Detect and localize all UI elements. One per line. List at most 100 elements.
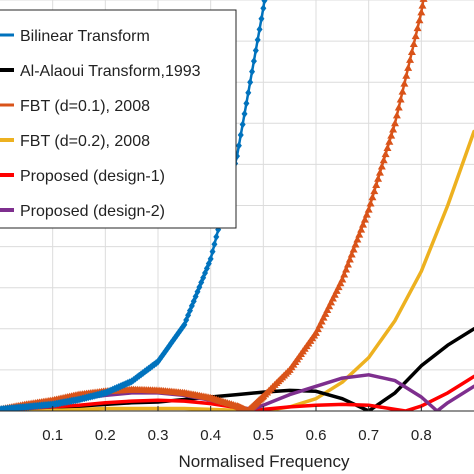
data-point-marker (396, 95, 405, 103)
data-point-marker (252, 46, 259, 55)
data-point-marker (312, 328, 320, 336)
data-point-marker (315, 321, 324, 329)
data-point-marker (418, 1, 427, 9)
legend-item: Bilinear Transform (0, 28, 150, 45)
data-point-marker (389, 125, 398, 133)
legend-label: Proposed (design-2) (20, 203, 165, 220)
data-point-marker (245, 88, 252, 97)
data-point-marker (250, 57, 257, 66)
data-point-marker (415, 16, 424, 24)
data-point-marker (417, 8, 426, 16)
data-point-marker (355, 230, 364, 238)
data-point-marker (391, 119, 399, 127)
x-tick-label: 0.3 (148, 427, 169, 444)
data-point-marker (387, 131, 396, 139)
data-point-marker (347, 250, 356, 258)
legend-box (0, 9, 237, 229)
data-point-marker (406, 55, 415, 63)
legend: Bilinear Transform Al-Alaoui Transform,19… (0, 9, 237, 229)
data-point-marker (343, 260, 352, 268)
series-line (0, 374, 474, 411)
data-point-marker (342, 265, 351, 273)
data-point-marker (254, 35, 261, 44)
series-5 (0, 374, 474, 411)
x-tick-label: 0.1 (42, 427, 63, 444)
data-point-marker (256, 25, 263, 34)
x-tick-label: 0.7 (358, 427, 379, 444)
data-point-marker (413, 24, 422, 32)
data-point-marker (247, 78, 254, 87)
legend-label: FBT (d=0.2), 2008 (20, 133, 150, 150)
data-point-marker (357, 225, 366, 233)
data-point-marker (317, 317, 326, 325)
data-point-marker (325, 302, 334, 310)
data-point-marker (374, 174, 383, 182)
data-point-marker (409, 40, 418, 48)
x-tick-label: 0.5 (253, 427, 274, 444)
data-point-marker (398, 87, 407, 95)
data-point-marker (411, 32, 420, 40)
data-point-marker (338, 275, 347, 283)
legend-label: Proposed (design-1) (20, 168, 165, 185)
data-point-marker (366, 199, 375, 207)
data-point-marker (330, 290, 339, 298)
data-point-marker (319, 313, 328, 321)
data-point-marker (383, 143, 392, 151)
data-point-marker (364, 205, 373, 213)
data-point-marker (327, 298, 336, 306)
data-point-marker (332, 286, 341, 294)
data-point-marker (404, 63, 413, 71)
series-1 (0, 0, 268, 411)
data-point-marker (400, 79, 409, 87)
data-point-marker (377, 162, 386, 170)
data-point-marker (394, 103, 403, 111)
data-point-marker (349, 245, 358, 253)
legend-label: Al-Alaoui Transform,1993 (20, 63, 201, 80)
legend-item: Proposed (design-2) (0, 203, 165, 220)
data-point-marker (243, 99, 250, 108)
data-point-marker (375, 168, 384, 176)
data-point-marker (207, 254, 214, 263)
data-point-marker (359, 220, 368, 228)
data-point-marker (392, 111, 401, 119)
data-point-marker (402, 71, 411, 79)
data-point-marker (407, 47, 416, 55)
series-3 (0, 0, 428, 411)
data-point-marker (321, 309, 330, 317)
data-point-marker (381, 150, 390, 158)
data-point-marker (323, 306, 332, 314)
data-point-marker (353, 235, 362, 243)
x-axis-ticks: 0.1 0.2 0.3 0.4 0.5 0.6 0.7 0.8 (42, 406, 432, 444)
data-point-marker (360, 215, 369, 223)
data-point-marker (239, 120, 246, 129)
data-point-marker (213, 232, 220, 241)
data-point-marker (372, 180, 381, 188)
data-point-marker (261, 0, 268, 5)
x-tick-label: 0.4 (200, 427, 221, 444)
x-tick-label: 0.6 (306, 427, 327, 444)
data-point-marker (334, 283, 343, 291)
data-point-marker (249, 67, 256, 76)
data-point-marker (211, 240, 218, 249)
data-point-marker (235, 141, 242, 150)
data-point-marker (241, 109, 248, 118)
data-point-marker (385, 137, 394, 145)
legend-item: Proposed (design-1) (0, 168, 165, 185)
data-point-marker (368, 193, 377, 201)
data-point-marker (313, 325, 322, 333)
data-point-marker (370, 187, 379, 195)
series-layer (0, 0, 474, 411)
data-point-marker (362, 210, 371, 218)
data-point-marker (237, 131, 244, 140)
data-point-marker (209, 247, 216, 256)
legend-label: FBT (d=0.1), 2008 (20, 98, 150, 115)
data-point-marker (258, 14, 265, 23)
legend-item: FBT (d=0.1), 2008 (0, 98, 150, 115)
data-point-marker (345, 255, 354, 263)
data-point-marker (328, 294, 337, 302)
data-point-marker (419, 0, 428, 2)
plot-area (0, 0, 474, 412)
x-axis-title: Normalised Frequency (178, 452, 350, 471)
x-tick-label: 0.8 (411, 427, 432, 444)
